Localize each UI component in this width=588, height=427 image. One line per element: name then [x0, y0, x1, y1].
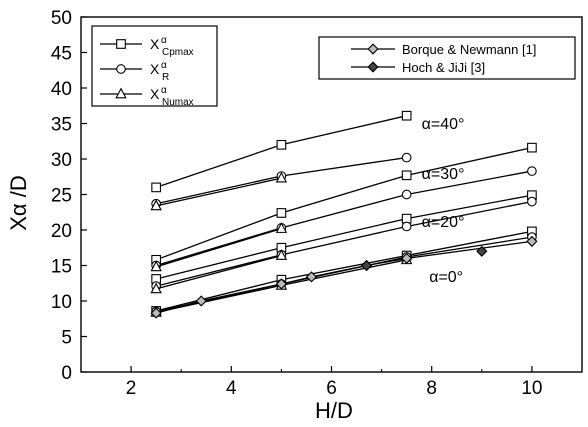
- series-30-triangle: [150, 222, 288, 272]
- y-tick-label: 45: [51, 44, 72, 65]
- data-point: [275, 278, 287, 290]
- data-point: [401, 170, 412, 181]
- data-point: [276, 208, 287, 218]
- axis-ticks: [80, 16, 583, 373]
- y-tick-label: 40: [51, 79, 72, 100]
- data-point: [527, 142, 537, 153]
- x-tick-label: 4: [226, 378, 237, 399]
- y-tick-label: 15: [51, 257, 72, 278]
- alpha-label: α=30°: [422, 166, 465, 183]
- x-axis-title: H/D: [315, 398, 353, 423]
- y-tick-label: 0: [61, 363, 72, 384]
- data-point: [476, 245, 488, 257]
- alpha-label: α=0°: [429, 269, 463, 286]
- series-line: [155, 227, 282, 268]
- legend-marker: [116, 64, 126, 74]
- y-tick-label: 50: [51, 8, 72, 29]
- legend-marker: [115, 87, 127, 99]
- alpha-label: α=40°: [422, 116, 465, 133]
- y-tick-label: 20: [51, 221, 72, 242]
- data-point: [150, 199, 162, 211]
- data-point: [305, 271, 318, 283]
- legend-right: Borque & Newmann [1] Hoch & JiJi [3]: [318, 36, 576, 80]
- data-point: [401, 221, 412, 232]
- legend-marker: [116, 39, 126, 49]
- x-tick-label: 10: [521, 378, 542, 399]
- data-point: [527, 166, 537, 176]
- series-line: [155, 200, 533, 287]
- data-point: [401, 152, 412, 163]
- series-line: [155, 194, 533, 280]
- series-40-square: [151, 110, 412, 193]
- series-20-circle: [151, 196, 537, 291]
- legend-label: X: [150, 86, 160, 102]
- series-20-square: [151, 190, 537, 284]
- legend-label-sup: α: [161, 35, 167, 46]
- legend-label-sup: α: [161, 85, 167, 96]
- series-30-square: [151, 142, 537, 265]
- data-point: [150, 260, 162, 272]
- legend-left-box: [91, 25, 218, 107]
- x-tick-label: 6: [326, 378, 337, 399]
- legend-label: Hoch & JiJi [3]: [402, 60, 485, 75]
- data-point: [275, 222, 288, 233]
- data-point: [526, 235, 538, 247]
- series-20-triangle: [150, 249, 288, 294]
- series-30-circle: [151, 166, 537, 271]
- annotations: α=40° α=30° α=20° α=0°: [422, 116, 465, 286]
- data-point: [360, 259, 373, 272]
- series-ref-diamond-filled: [360, 245, 488, 272]
- series-line: [155, 230, 533, 312]
- y-tick-label: 25: [51, 186, 72, 207]
- legend-label: Borque & Newmann [1]: [402, 42, 536, 57]
- alpha-label: α=20°: [422, 214, 465, 231]
- data-point: [151, 182, 162, 193]
- data-point: [275, 171, 288, 183]
- data-point: [527, 196, 537, 207]
- x-tick-label: 2: [126, 378, 137, 399]
- series-line: [155, 240, 532, 314]
- legend-label: X: [150, 61, 160, 77]
- x-tick-label: 8: [426, 378, 437, 399]
- data-point: [401, 110, 412, 121]
- data-point: [195, 295, 207, 307]
- series-line: [155, 254, 282, 290]
- legend-marker: [367, 43, 379, 55]
- data-point: [150, 282, 162, 294]
- y-tick-label: 10: [51, 292, 72, 313]
- series-layer: [150, 110, 538, 319]
- data-point: [401, 252, 413, 264]
- legend-label-sub: Numax: [162, 97, 194, 108]
- y-tick-label: 30: [51, 150, 72, 171]
- legend-label: X: [150, 36, 160, 52]
- legend-marker: [367, 61, 379, 73]
- y-tick-label: 35: [51, 115, 72, 136]
- legend-label-sub: R: [162, 72, 169, 83]
- y-tick-label: 5: [61, 328, 72, 349]
- legend-label-sup: α: [161, 60, 167, 71]
- tick-labels: 2 4 6 8 10 0 5 10 15 20 25 30 35 40 45 50: [51, 8, 543, 399]
- series-line: [155, 147, 533, 261]
- data-point: [401, 189, 412, 200]
- legend-right-box: [318, 36, 576, 80]
- data-point: [275, 249, 288, 260]
- data-point: [276, 139, 287, 150]
- y-axis-title: Xα /D: [6, 175, 31, 231]
- series-line: [156, 177, 282, 207]
- data-point: [150, 307, 162, 319]
- series-line: [155, 170, 533, 267]
- series-40-triangle: [150, 171, 288, 211]
- legend-label-sub: Cpmax: [162, 47, 194, 58]
